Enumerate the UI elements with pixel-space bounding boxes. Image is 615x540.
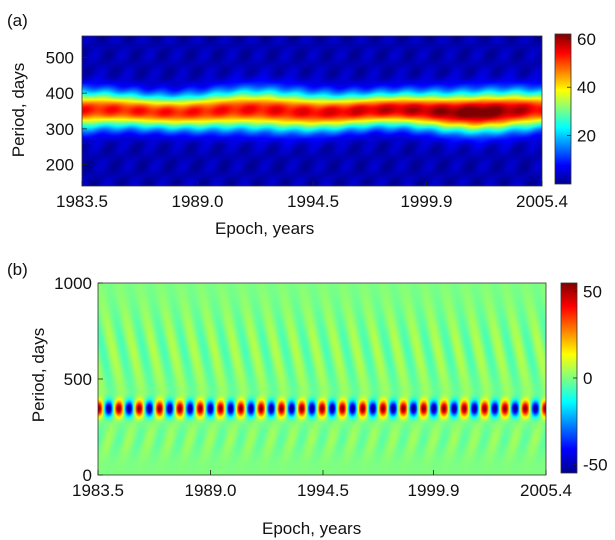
panel-a-xtick-label: 1994.5 [287, 192, 339, 211]
panel-b-xlabel: Epoch, years [262, 519, 361, 538]
panel-b-cbar-tick-label: 0 [583, 369, 592, 388]
panel-b-label: (b) [7, 260, 28, 279]
panel-b: (b) 1983.5 1989.0 1994.5 1999.9 2005.4050010… [7, 260, 608, 538]
panel-b-colorbar-ticks: 50 0 -50 [573, 283, 608, 474]
panel-b-ytick-label: 0 [83, 466, 92, 485]
panel-a-label: (a) [7, 11, 28, 30]
panel-b-xtick-label: 2005.4 [520, 481, 572, 500]
panel-a-ylabel: Period, days [9, 63, 28, 158]
panel-b-xtick-label: 1989.0 [185, 481, 237, 500]
panel-b-axes: 1983.5 1989.0 1994.5 1999.9 2005.4 0 500 1000 [54, 274, 572, 500]
panel-b-ytick-label: 500 [64, 370, 92, 389]
panel-a-cbar-tick-label: 60 [577, 30, 596, 49]
panel-a-xtick-label: 1983.5 [56, 192, 108, 211]
panel-b-cbar-tick-label: 50 [583, 283, 602, 302]
panel-a-frame [81, 35, 543, 187]
panel-a-xtick-label: 2005.4 [516, 192, 568, 211]
panel-a-cbar-tick-label: 20 [577, 127, 596, 146]
panel-a-colorbar [554, 33, 572, 185]
panel-a-ytick-label: 200 [46, 156, 74, 175]
panel-a-ytick-label: 400 [46, 84, 74, 103]
panel-b-ytick-label: 1000 [54, 274, 92, 293]
panel-a-xtick-label: 1989.0 [172, 192, 224, 211]
panel-a-xtick-label: 1999.9 [400, 192, 452, 211]
panel-a-heatmap [82, 36, 542, 186]
panel-b-cbar-tick-label: -50 [583, 455, 608, 474]
panel-b-heatmap [98, 283, 546, 475]
panel-b-xtick-label: 1994.5 [297, 481, 349, 500]
panel-b-xtick-label: 1999.9 [407, 481, 459, 500]
panel-a-ytick-label: 500 [46, 48, 74, 67]
panel-a-cbar-tick-label: 40 [577, 78, 596, 97]
panel-a-colorbar-ticks: 20 40 60 [567, 30, 596, 146]
panel-a-xlabel: Epoch, years [215, 219, 314, 238]
panel-a: (a) 1983.5 1989.0 1994.5 1999.9 2005.4 200 300… [7, 11, 596, 238]
panel-b-xtick-label: 1983.5 [72, 481, 124, 500]
panel-b-ylabel: Period, days [29, 328, 48, 423]
panel-a-axes: 1983.5 1989.0 1994.5 1999.9 2005.4 200 300 400 5… [46, 48, 568, 211]
panel-a-ytick-label: 300 [46, 120, 74, 139]
